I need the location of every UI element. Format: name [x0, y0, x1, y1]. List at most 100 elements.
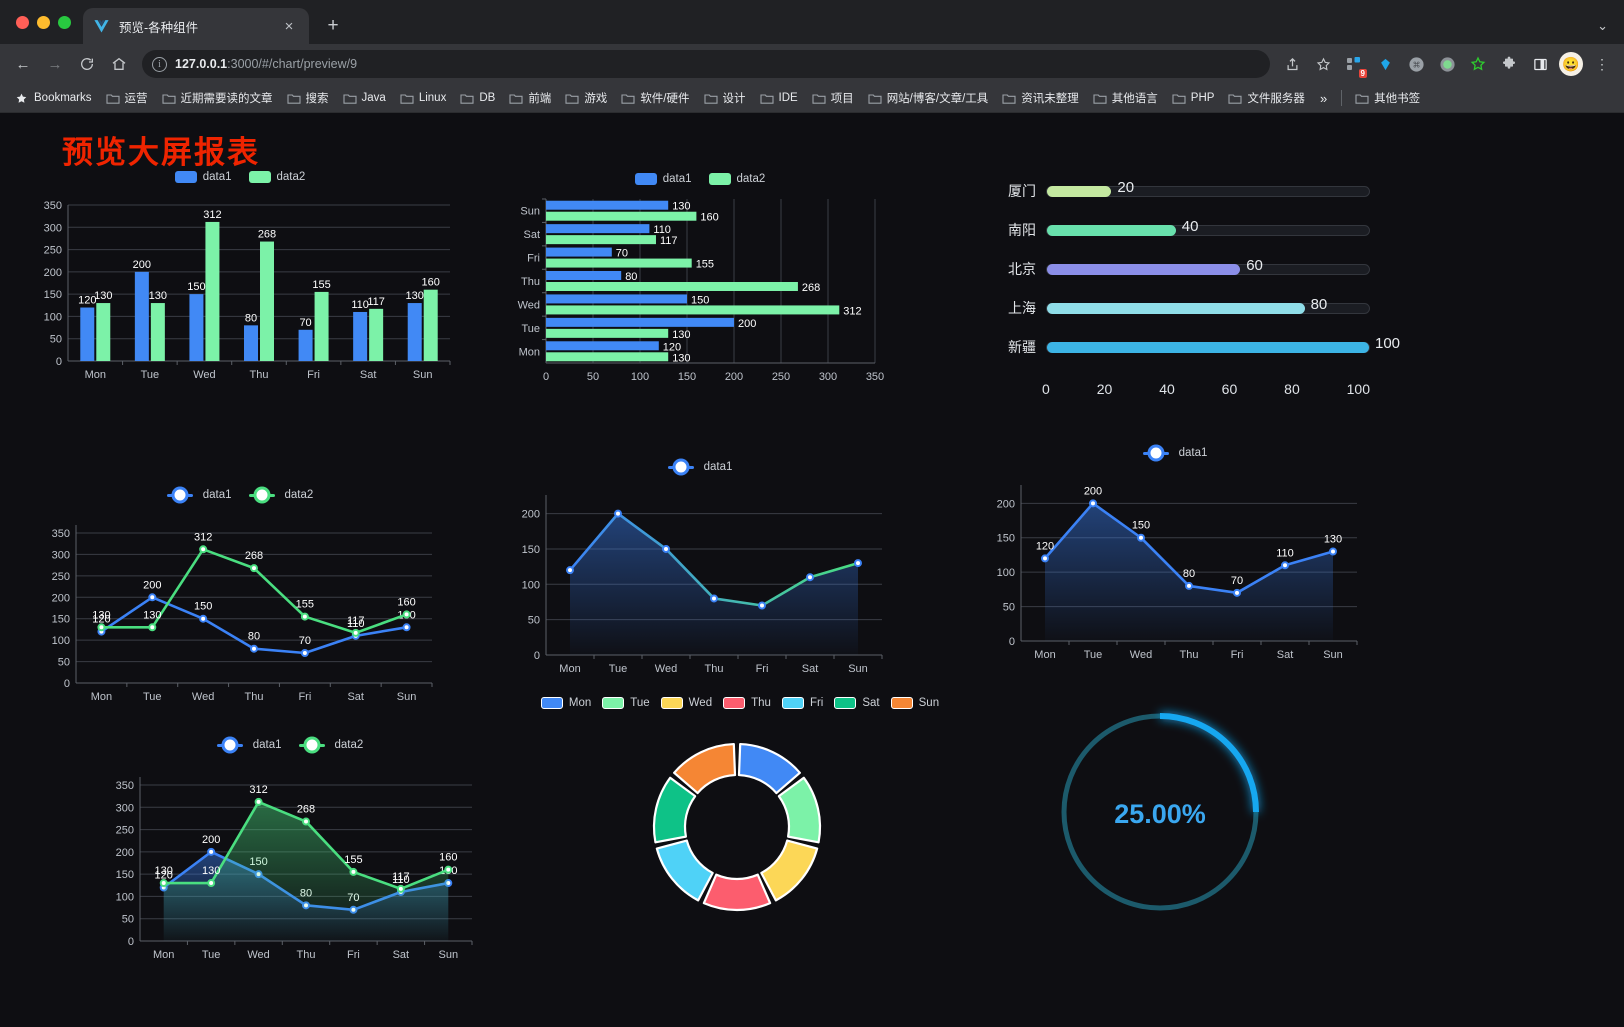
legend-item-data2[interactable]: data2: [248, 489, 313, 501]
bookmark-folder-label: Linux: [418, 92, 447, 104]
chart-bar-horizontal[interactable]: data1 data2 0 50 100 150 200 250 300 350 Sun 130 16…: [500, 169, 900, 429]
info-icon[interactable]: i: [152, 56, 167, 72]
chart-donut[interactable]: Mon Tue Wed Thu Fri Sat Sun: [530, 697, 950, 997]
legend-item-data2[interactable]: data2: [248, 171, 305, 183]
bookmark-other[interactable]: 其他书签: [1349, 87, 1426, 109]
address-bar[interactable]: i 127.0.0.1:3000/#/chart/preview/9: [142, 50, 1270, 78]
svg-text:117: 117: [367, 296, 385, 308]
legend-item-Thu[interactable]: Thu: [723, 697, 771, 709]
legend-item-Wed[interactable]: Wed: [660, 697, 712, 709]
close-window-button[interactable]: [16, 15, 29, 29]
bookmark-folder-12[interactable]: 网站/博客/文章/工具: [862, 87, 995, 109]
circle-icon[interactable]: [1433, 50, 1461, 78]
bookmark-folder-3[interactable]: Java: [337, 89, 392, 107]
bookmark-folder-1[interactable]: 近期需要读的文章: [156, 87, 279, 109]
legend-item-Tue[interactable]: Tue: [602, 697, 650, 709]
progress-row-0[interactable]: 厦门 20: [990, 179, 1370, 203]
bookmarks-overflow-button[interactable]: »: [1319, 90, 1328, 106]
bookmark-folder-16[interactable]: 文件服务器: [1222, 87, 1311, 109]
bookmark-folder-9[interactable]: 设计: [698, 87, 752, 109]
bookmark-folder-14[interactable]: 其他语言: [1087, 87, 1164, 109]
chart-gauge[interactable]: 25.00%: [1035, 699, 1285, 959]
legend-swatch: [723, 697, 746, 709]
command-icon[interactable]: ⌘: [1402, 50, 1430, 78]
new-tab-button[interactable]: +: [327, 15, 339, 36]
bookmark-folder-0[interactable]: 运营: [100, 87, 154, 109]
legend-swatch: [602, 697, 625, 709]
bookmark-star-icon[interactable]: [1309, 50, 1337, 78]
progress-row-3[interactable]: 上海 80: [990, 296, 1370, 320]
browser-tab[interactable]: 预览-各种组件 ×: [83, 8, 309, 44]
bookmark-folder-4[interactable]: Linux: [394, 89, 453, 107]
progress-fill: [1047, 224, 1176, 236]
progress-track[interactable]: 80: [1046, 296, 1370, 314]
legend-item-data1[interactable]: data1: [174, 171, 232, 183]
svg-text:200: 200: [725, 371, 743, 383]
legend-label: data1: [202, 171, 232, 183]
svg-text:Sat: Sat: [802, 663, 819, 675]
chart-area-single[interactable]: data1 0 50 100 150 200 Mon Tue Wed Thu Fri Sat Sun 1…: [975, 447, 1375, 707]
svg-text:0: 0: [64, 678, 70, 690]
legend-swatch: [298, 743, 325, 747]
reload-icon[interactable]: [72, 49, 102, 79]
bookmark-folder-15[interactable]: PHP: [1166, 89, 1221, 107]
star-outline-icon[interactable]: [1464, 50, 1492, 78]
sidebar-icon[interactable]: [1526, 50, 1554, 78]
svg-text:100: 100: [116, 891, 134, 903]
svg-text:150: 150: [194, 601, 212, 613]
progress-track[interactable]: 100: [1046, 335, 1400, 353]
forward-button[interactable]: →: [47, 55, 63, 73]
chart-area-two-series[interactable]: data1 data2 0 50 100 150 200 250 300 350 Mon Tue We…: [90, 739, 490, 1009]
minimize-window-button[interactable]: [37, 15, 50, 29]
legend-item-data2[interactable]: data2: [298, 739, 363, 751]
home-icon[interactable]: [104, 49, 134, 79]
maximize-window-button[interactable]: [58, 15, 71, 29]
legend-item-data2[interactable]: data2: [708, 173, 765, 185]
progress-track[interactable]: 60: [1046, 257, 1370, 275]
legend-item-Sun[interactable]: Sun: [890, 697, 939, 709]
share-icon[interactable]: [1278, 50, 1306, 78]
bookmark-folder-7[interactable]: 游戏: [559, 87, 613, 109]
bookmark-root[interactable]: Bookmarks: [9, 89, 98, 107]
legend-item-data1[interactable]: data1: [667, 461, 732, 473]
progress-row-2[interactable]: 北京 60: [990, 257, 1370, 281]
chart-progress-bars[interactable]: 厦门 20 南阳 40 北京 60 上海 80 新疆 100 0 20 40 60 80 100: [990, 173, 1400, 443]
legend-item-Sat[interactable]: Sat: [834, 697, 880, 709]
progress-row-4[interactable]: 新疆 100: [990, 335, 1400, 359]
legend-item-data1[interactable]: data1: [216, 739, 282, 751]
chart-line-two-series[interactable]: data1 data2 0 50 100 150 200 250 300 350 Mon Tue We…: [30, 489, 450, 749]
legend-item-Mon[interactable]: Mon: [540, 697, 591, 709]
area-two-series-svg: 0 50 100 150 200 250 300 350 Mon Tue Wed Thu Fri Sat S…: [116, 777, 473, 961]
diamond-icon[interactable]: [1371, 50, 1399, 78]
close-tab-button[interactable]: ×: [284, 17, 294, 35]
more-menu-icon[interactable]: ⋮: [1595, 55, 1609, 72]
progress-row-1[interactable]: 南阳 40: [990, 218, 1370, 242]
svg-text:150: 150: [116, 869, 134, 881]
bookmark-folder-8[interactable]: 软件/硬件: [615, 87, 695, 109]
bookmark-folder-11[interactable]: 项目: [806, 87, 860, 109]
chart-bar-vertical[interactable]: data1 data2 0 50 100 150 200 250 300 350 Mon 120 13…: [20, 167, 460, 427]
bookmark-folder-5[interactable]: DB: [454, 89, 501, 107]
bookmark-folder-13[interactable]: 资讯未整理: [996, 87, 1085, 109]
bookmark-folder-10[interactable]: IDE: [754, 89, 804, 107]
chart-line-smooth[interactable]: data1 0 50 100 150 200 Mon Tue Wed Thu Fri Sat Sun: [500, 461, 900, 721]
legend-item-data1[interactable]: data1: [1142, 447, 1207, 459]
progress-track[interactable]: 20: [1046, 179, 1370, 197]
chevron-down-icon[interactable]: ⌄: [1597, 18, 1608, 33]
legend-item-Fri[interactable]: Fri: [781, 697, 823, 709]
svg-text:117: 117: [347, 615, 365, 627]
svg-text:312: 312: [843, 305, 861, 317]
legend-item-data1[interactable]: data1: [166, 489, 232, 501]
svg-text:200: 200: [1084, 485, 1102, 497]
back-button[interactable]: ←: [15, 55, 31, 73]
bookmark-folder-6[interactable]: 前端: [503, 87, 557, 109]
puzzle-icon[interactable]: [1495, 50, 1523, 78]
legend-item-data1[interactable]: data1: [634, 173, 692, 185]
folder-icon: [759, 92, 774, 104]
svg-text:70: 70: [616, 248, 628, 260]
extension-grid-icon[interactable]: 9: [1340, 50, 1368, 78]
bookmark-folder-2[interactable]: 搜索: [281, 87, 335, 109]
progress-track[interactable]: 40: [1046, 218, 1370, 236]
profile-avatar-icon[interactable]: 😀: [1557, 50, 1585, 78]
